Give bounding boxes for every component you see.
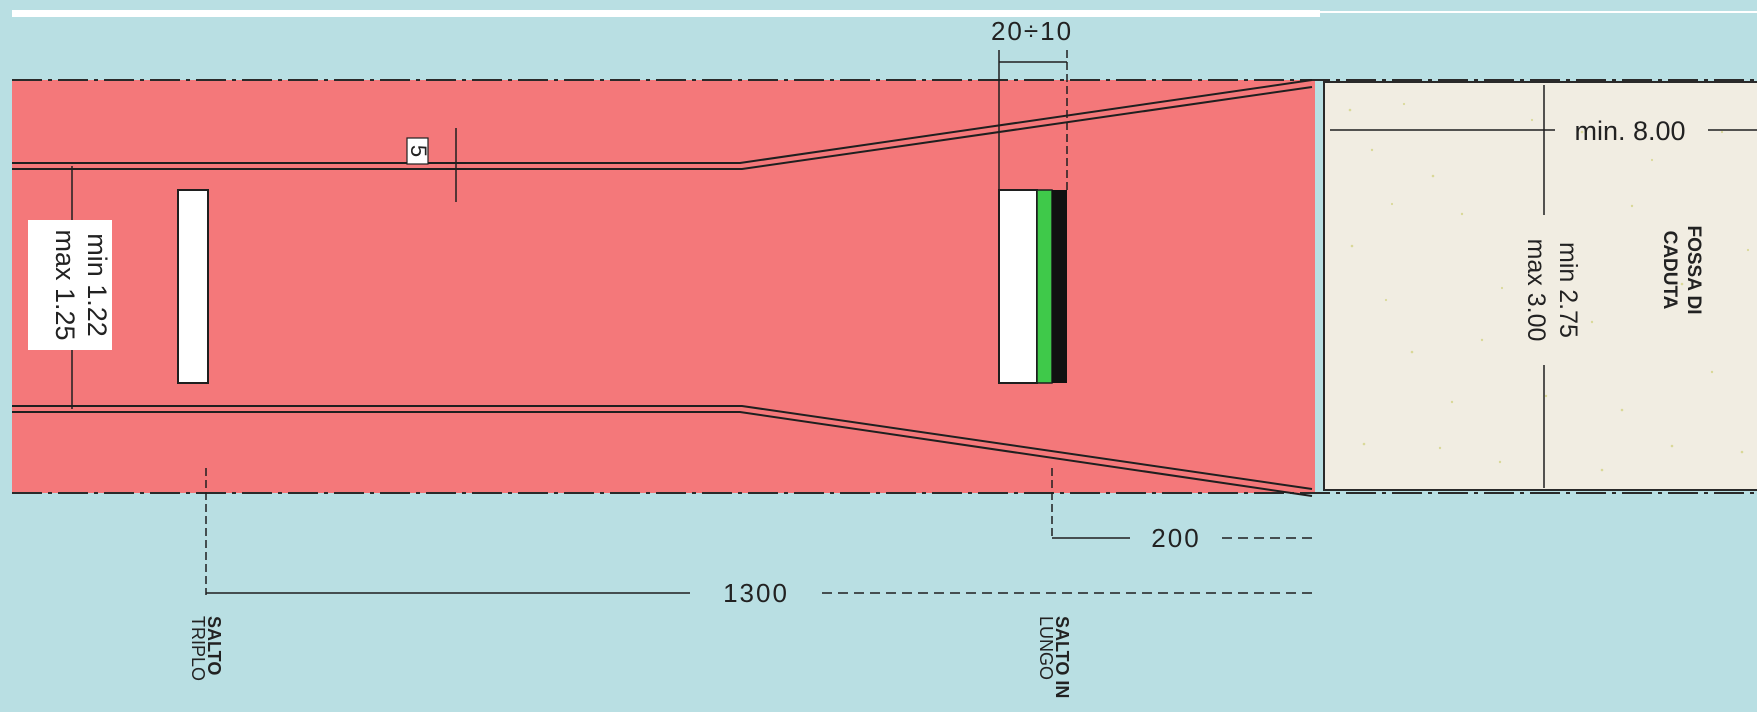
pit-width-max-label: max 3.00 <box>1522 239 1550 342</box>
long-jump-distance-label: 200 <box>1151 523 1200 553</box>
long-jump-label-line1: SALTO IN <box>1052 616 1072 698</box>
board-spacing-dimension <box>998 50 1068 190</box>
runway-width-max-label: max 1.25 <box>50 229 80 340</box>
triple-jump-board <box>177 189 209 384</box>
runway-lane-lines <box>12 79 1313 497</box>
top-strip <box>12 10 1320 17</box>
pit-name-line1: FOSSA DI <box>1683 225 1704 314</box>
triple-jump-label-line1: SALTO <box>204 616 224 675</box>
pit-length-label: min. 8.00 <box>1574 116 1685 146</box>
runway-width-min-label: min 1.22 <box>82 233 112 337</box>
runway-width-label-box <box>28 220 112 350</box>
long-jump-label-line2: LUNGO <box>1036 616 1056 680</box>
long-jump-distance-dimension <box>1051 468 1312 539</box>
runway-area <box>12 80 1315 493</box>
pit-sand-texture <box>1348 102 1750 472</box>
triple-jump-label-line2: TRIPLO <box>188 616 208 681</box>
board-spacing-label: 20÷10 <box>991 16 1073 46</box>
pit-name-line2: CADUTA <box>1659 231 1680 310</box>
line-width-label-box <box>406 137 429 165</box>
triple-jump-distance-label: 1300 <box>723 578 789 608</box>
long-jump-board <box>998 189 1038 384</box>
pit-width-label-gap <box>1508 215 1580 365</box>
plasticine-strip <box>1036 189 1053 384</box>
line-width-dimension <box>446 128 466 202</box>
triple-jump-distance-dimension <box>205 468 1312 595</box>
board-edge-strip <box>1052 190 1067 383</box>
line-width-label: 5 <box>406 145 431 157</box>
pit-width-min-label: min 2.75 <box>1554 242 1582 338</box>
